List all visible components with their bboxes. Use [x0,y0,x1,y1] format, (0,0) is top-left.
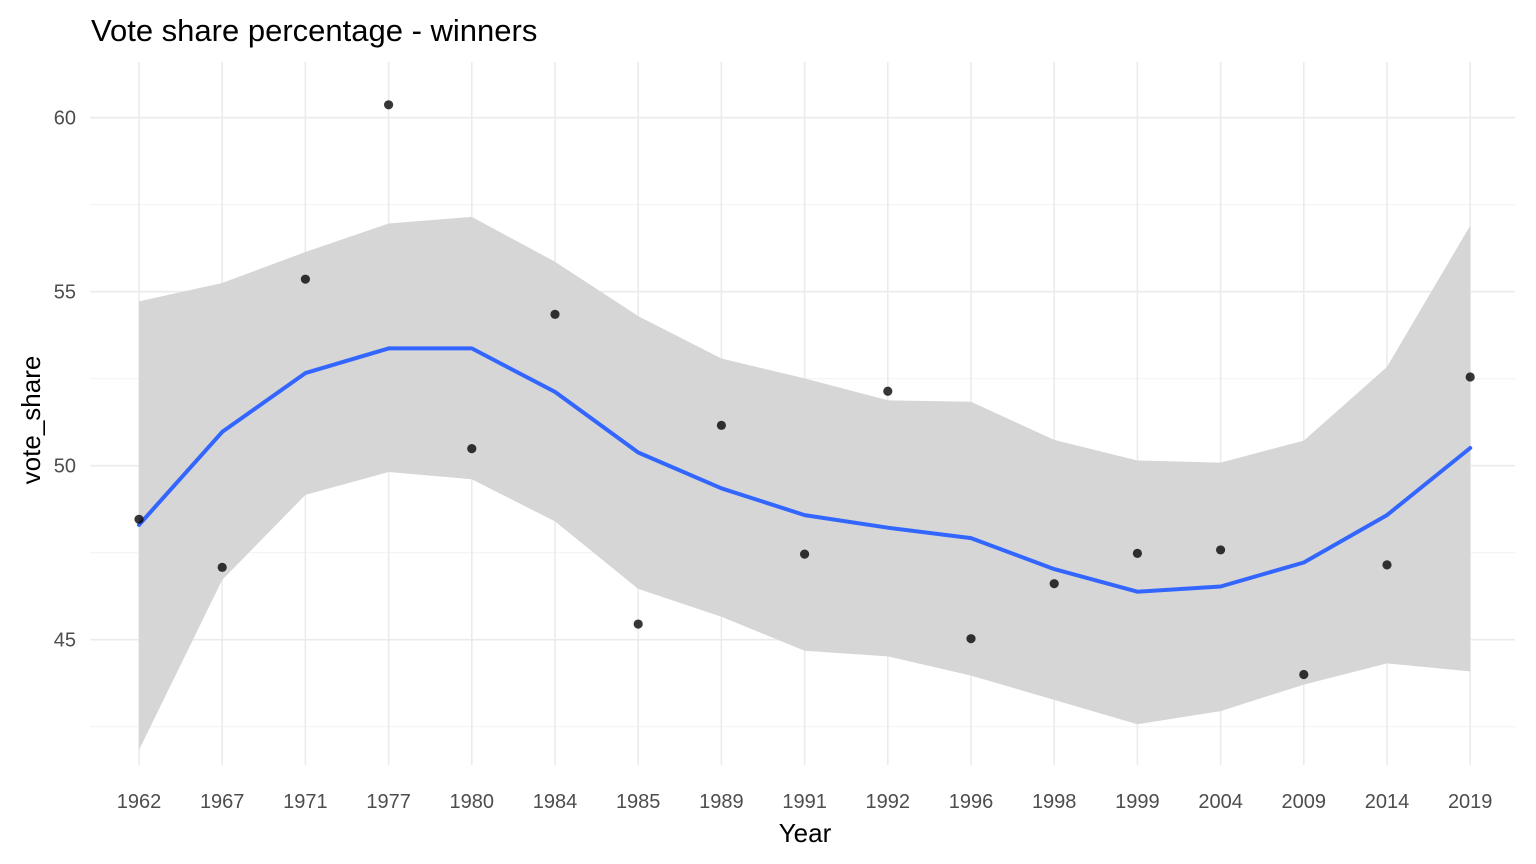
x-tick-label: 1971 [283,791,328,813]
x-tick-label: 1991 [782,791,827,813]
x-tick-label: 1985 [616,791,661,813]
x-tick-label: 2019 [1448,791,1493,813]
x-tick-label: 1967 [200,791,245,813]
y-tick-label: 50 [54,456,76,478]
x-tick-label: 1999 [1115,791,1160,813]
chart-title: Vote share percentage - winners [91,13,537,48]
y-tick-label: 60 [54,108,76,130]
data-point [300,274,310,284]
y-tick-labels: 45 50 55 60 [54,108,76,652]
data-point [134,514,144,524]
data-point [1132,548,1142,559]
data-point [1049,579,1059,589]
x-tick-label: 1977 [366,791,411,813]
x-tick-label: 1980 [450,791,495,813]
x-axis-title: Year [779,818,832,848]
data-point [1465,372,1475,382]
x-tick-label: 1962 [117,791,162,813]
x-tick-label: 1998 [1032,791,1077,813]
data-point [633,619,643,629]
smooth-line [137,346,1473,594]
x-tick-label: 2004 [1198,791,1243,813]
x-tick-label: 1989 [699,791,744,813]
data-point [1382,560,1392,570]
data-point [467,444,477,454]
data-point [1216,545,1226,555]
y-axis-title: vote_share [16,356,46,485]
x-tick-labels: 1962 1967 1971 1977 1980 1984 1985 1989 1991 1992… [117,791,1493,813]
data-point [550,309,560,319]
data-point [1299,669,1309,680]
data-point [966,634,976,644]
data-point [217,562,227,572]
smooth-line-layer [137,346,1473,594]
points-layer [134,100,1475,680]
y-tick-label: 45 [54,630,76,652]
data-point [716,420,727,430]
x-tick-label: 1984 [533,791,578,813]
y-tick-label: 55 [54,282,76,304]
x-tick-label: 1992 [866,791,911,813]
x-tick-label: 1996 [949,791,994,813]
x-tick-label: 2009 [1282,791,1327,813]
data-point [883,386,893,396]
data-point [800,549,810,559]
x-tick-label: 2014 [1365,791,1410,813]
data-point [384,100,394,110]
